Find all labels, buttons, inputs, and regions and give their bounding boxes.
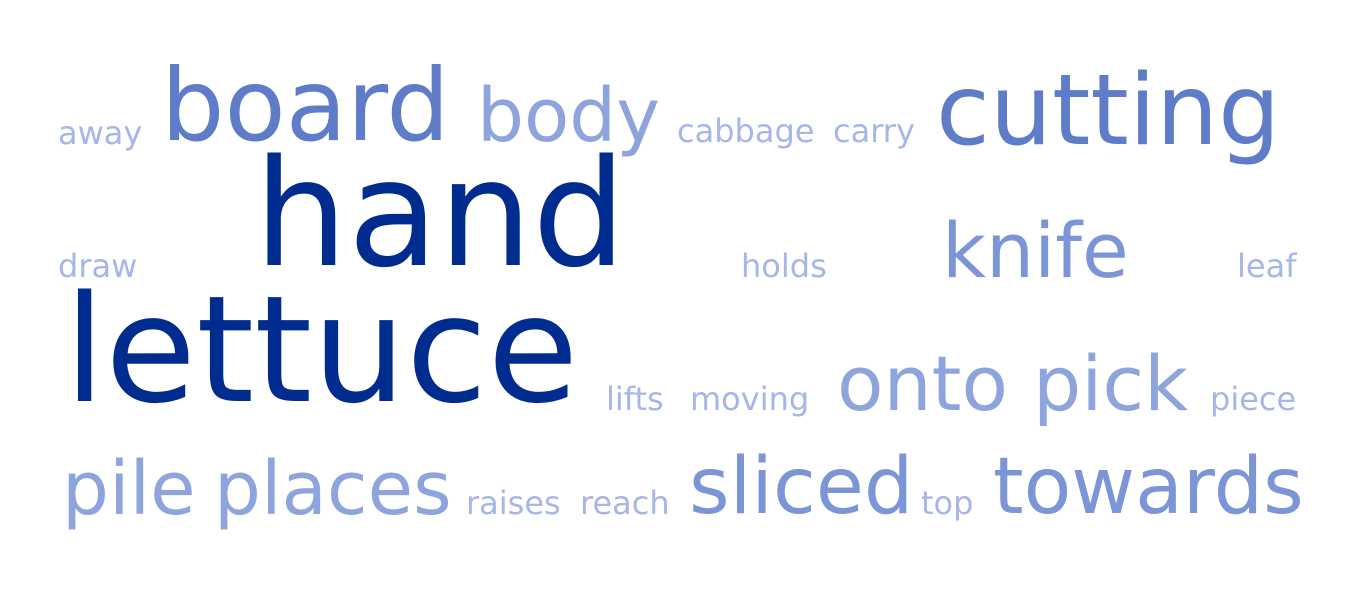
word-away: away [58, 114, 143, 152]
word-cabbage: cabbage [677, 112, 815, 150]
word-hand: hand [254, 128, 627, 300]
word-leaf: leaf [1237, 247, 1297, 285]
word-towards: towards [993, 442, 1304, 532]
word-reach: reach [580, 484, 670, 522]
word-draw: draw [58, 247, 138, 285]
word-cutting: cutting [936, 54, 1281, 168]
word-sliced: sliced [689, 442, 914, 532]
word-pick: pick [1033, 339, 1189, 428]
word-lifts: lifts [606, 380, 664, 418]
word-onto: onto [837, 339, 1008, 428]
word-raises: raises [466, 484, 561, 522]
word-body: body [477, 73, 661, 159]
word-moving: moving [690, 380, 810, 418]
word-knife: knife [942, 206, 1129, 295]
word-piece: piece [1210, 380, 1297, 418]
word-places: places [214, 446, 452, 532]
word-holds: holds [741, 247, 827, 285]
word-board: board [161, 47, 450, 164]
word-top: top [921, 484, 974, 522]
word-carry: carry [833, 112, 915, 150]
word-pile: pile [62, 446, 196, 532]
word-lettuce: lettuce [64, 264, 579, 436]
